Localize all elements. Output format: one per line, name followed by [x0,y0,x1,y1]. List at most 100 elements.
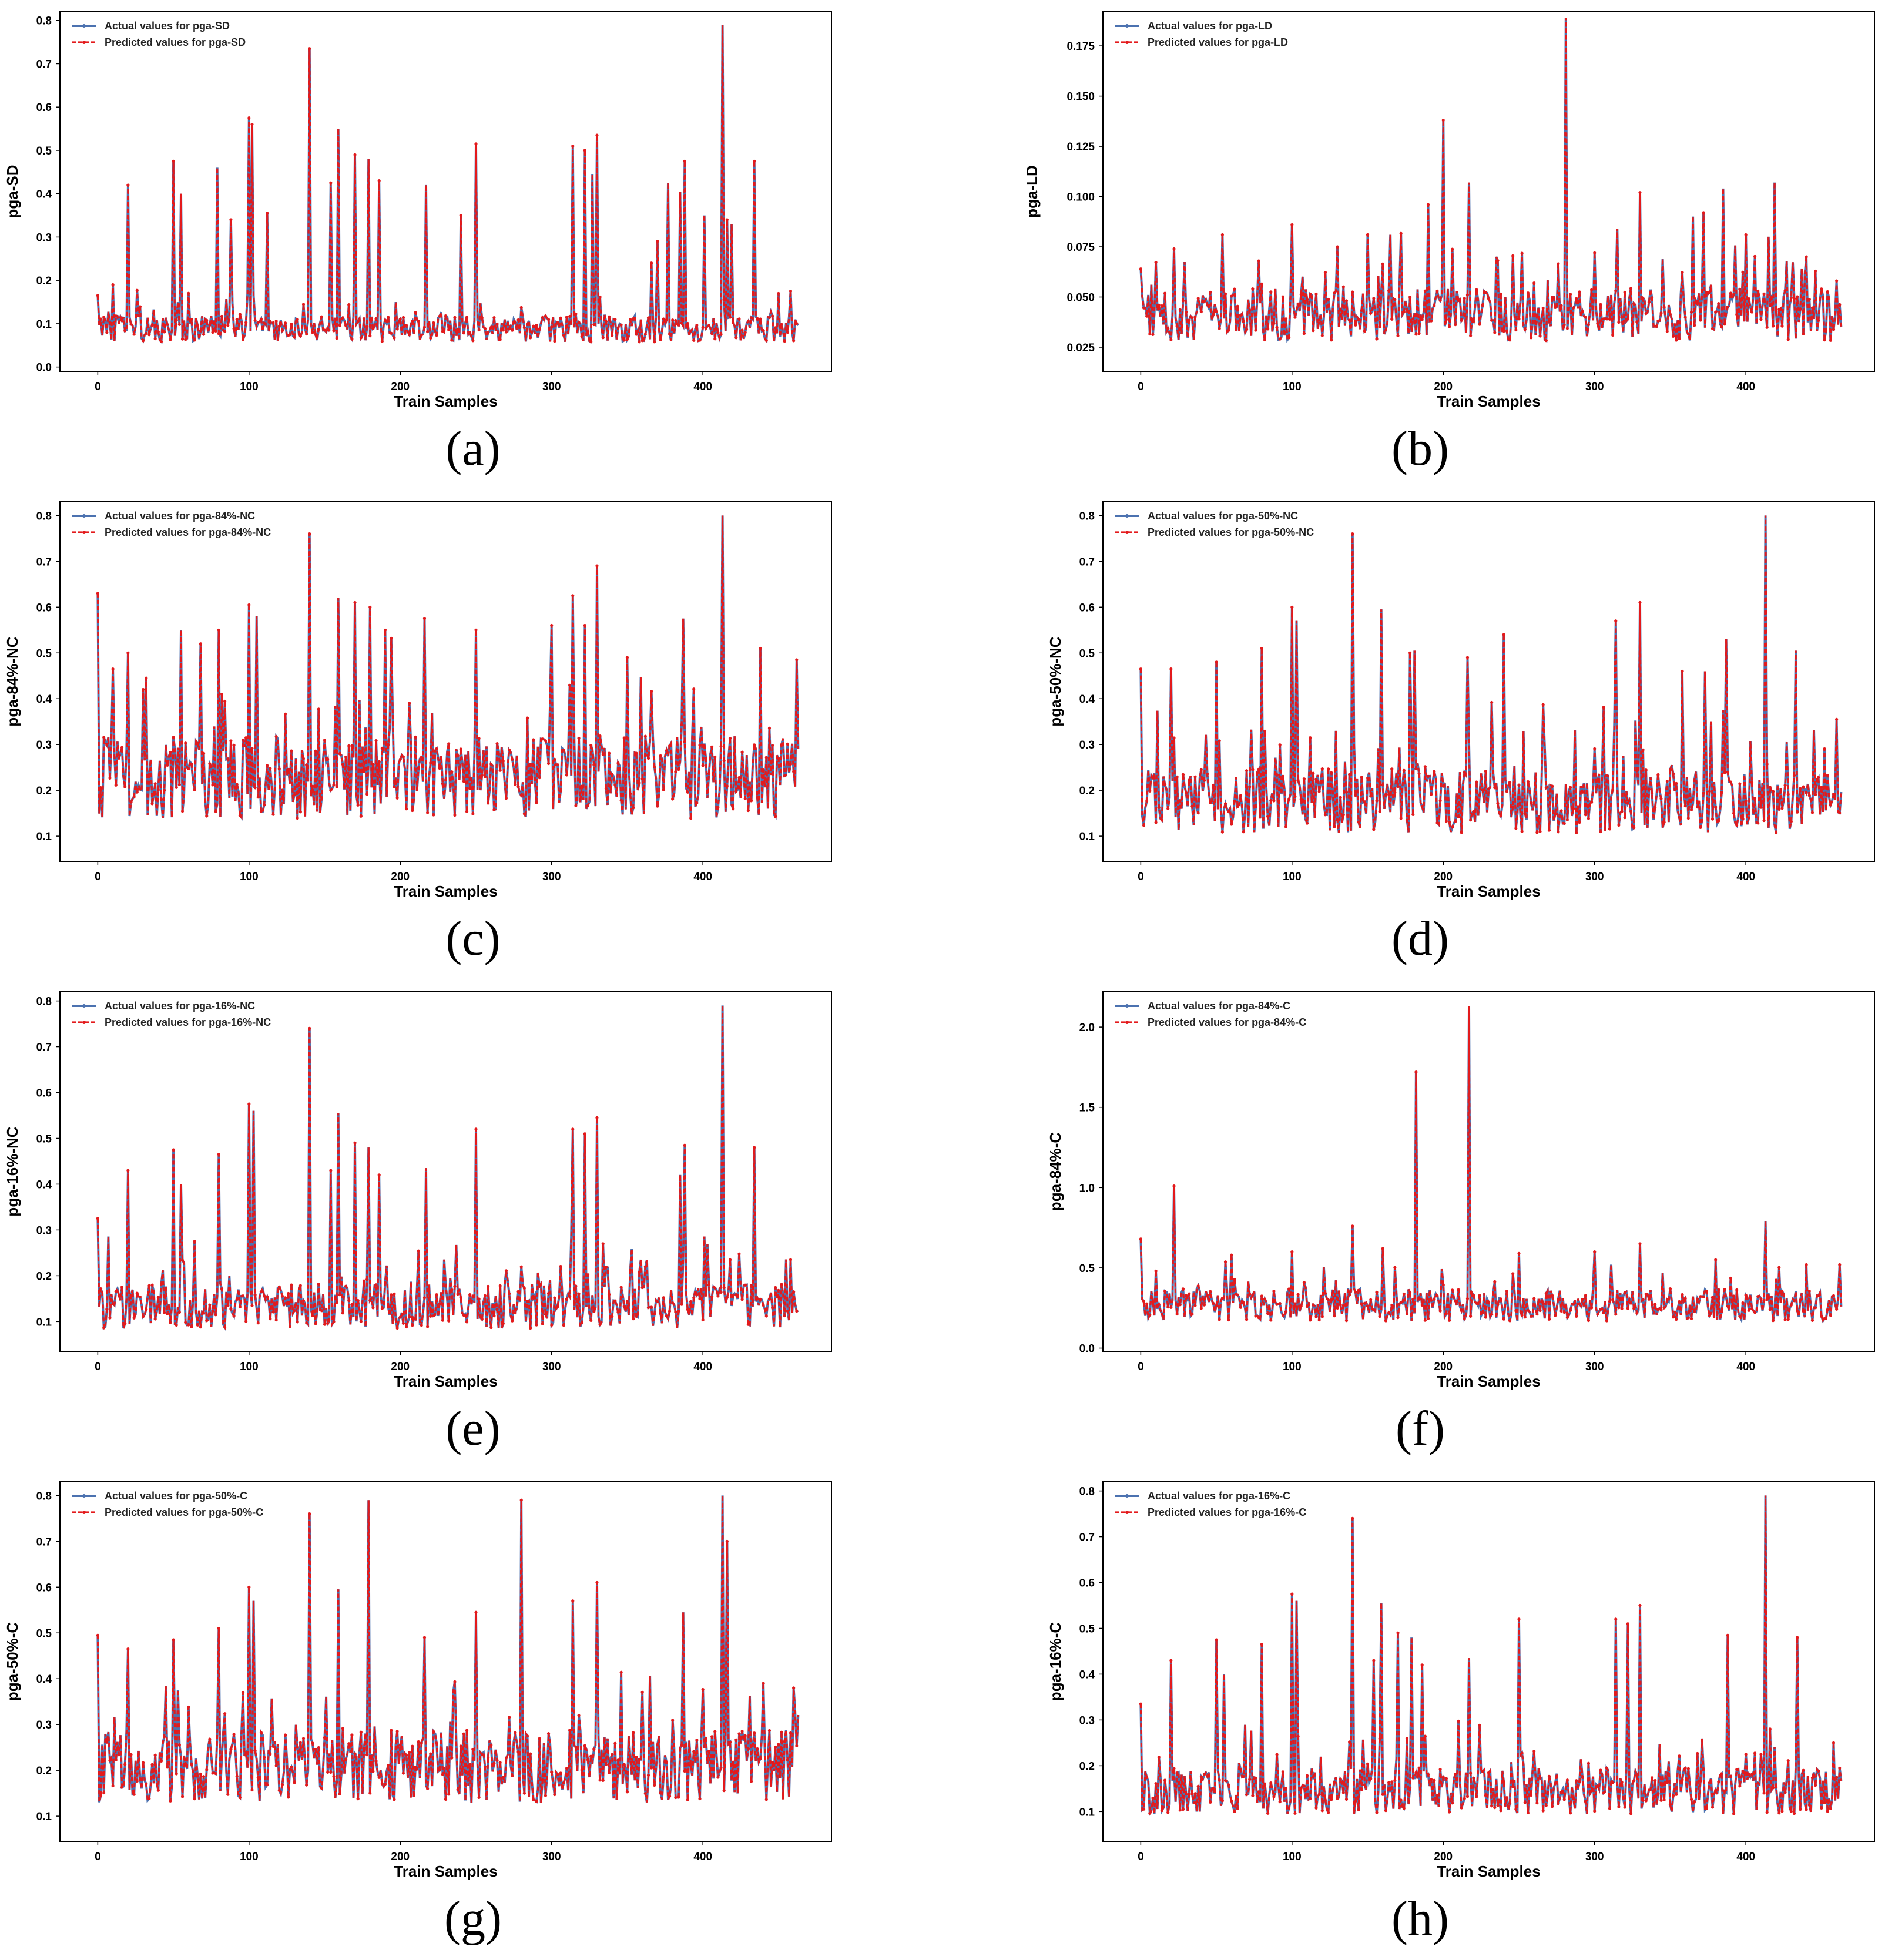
predicted-point [256,1321,260,1325]
predicted-point [1414,767,1418,771]
predicted-point [1753,796,1757,800]
predicted-point [498,768,502,772]
predicted-point [1665,330,1669,333]
predicted-point [138,787,142,791]
predicted-point [740,1730,744,1733]
predicted-point [668,332,672,336]
y-tick-label: 1.5 [1079,1102,1095,1115]
predicted-point [190,1763,193,1766]
predicted-point [172,1148,175,1152]
predicted-point [1145,1302,1149,1305]
predicted-point [1829,338,1832,342]
predicted-point [150,1283,154,1287]
predicted-point [1199,1775,1203,1778]
predicted-point [589,340,593,344]
predicted-point [1172,1767,1176,1770]
predicted-point [1481,1311,1484,1314]
predicted-point [511,328,514,332]
predicted-point [1547,1317,1551,1321]
predicted-point [1193,1792,1197,1795]
predicted-point [1381,1793,1384,1796]
predicted-point [123,1763,127,1766]
predicted-point [737,1732,741,1736]
predicted-point [1817,319,1820,323]
predicted-point [172,736,175,739]
chart-svg-d: 0 100 200 300 4000.10.20.30.40.50.60.70.8Tra… [1047,501,1875,900]
predicted-point [462,1314,465,1317]
predicted-point [1802,1309,1805,1313]
predicted-point [426,811,430,814]
predicted-point [1702,1768,1705,1771]
predicted-point [163,1311,166,1314]
predicted-point [1309,292,1312,296]
predicted-point [516,318,520,322]
predicted-point [117,1294,121,1297]
predicted-point [1447,820,1451,824]
legend-predicted-marker [1125,531,1129,534]
predicted-point [1775,1786,1778,1789]
predicted-point [293,793,296,797]
chart-panel-c: 0 100 200 300 400 0.1 0.2 0.3 0.4 0.5 0.6 0.7 0.8 Tra… [0,490,946,980]
predicted-point [1650,296,1654,300]
predicted-point [511,1319,514,1323]
predicted-point [1384,793,1388,796]
predicted-point [1732,1812,1736,1815]
predicted-point [568,1729,572,1732]
predicted-point [1390,1780,1394,1784]
predicted-point [770,1760,774,1764]
predicted-point [301,757,306,760]
predicted-point [716,331,720,334]
predicted-point [516,1750,520,1754]
predicted-point [795,321,799,325]
predicted-point [1777,1266,1781,1269]
predicted-point [571,1599,575,1603]
predicted-point [1202,778,1206,782]
predicted-point [383,628,387,632]
chart-svg-g: 0 100 200 300 4000.10.20.30.40.50.60.70.8Tra… [4,1481,832,1880]
predicted-point [459,1744,462,1748]
predicted-point [568,1295,572,1298]
predicted-point [1629,287,1633,290]
panel-caption-g: (g) [444,1891,502,1946]
predicted-point [483,327,487,331]
predicted-point [1490,1313,1494,1316]
predicted-point [1575,1779,1578,1783]
predicted-point [1508,1319,1512,1323]
predicted-point [662,788,665,791]
series-predicted-line [96,25,799,344]
predicted-point [749,799,753,803]
predicted-point [743,331,747,334]
predicted-point [1729,780,1733,784]
predicted-point [659,338,662,341]
predicted-point [1538,1308,1542,1313]
predicted-point [583,149,586,152]
predicted-point [1799,1807,1802,1811]
predicted-point [692,1296,696,1300]
predicted-point [722,759,726,763]
predicted-point [1554,1314,1557,1317]
predicted-point [422,325,427,329]
predicted-point [1166,327,1170,330]
predicted-point [1169,1305,1173,1309]
predicted-point [432,1730,435,1733]
predicted-point [1762,292,1766,296]
predicted-point [205,814,209,818]
predicted-point [1172,1184,1176,1188]
predicted-point [529,763,532,766]
predicted-point [598,295,602,299]
predicted-point [1336,818,1339,822]
predicted-point [193,338,196,342]
predicted-point [362,1279,366,1283]
predicted-point [628,1757,632,1761]
predicted-point [138,305,142,308]
predicted-point [1641,748,1645,751]
predicted-point [474,142,478,146]
predicted-point [1786,1759,1790,1763]
predicted-point [1248,1778,1252,1781]
predicted-point [777,291,780,296]
predicted-point [680,1744,683,1747]
predicted-point [514,783,517,786]
predicted-point [377,1173,381,1177]
predicted-point [241,1294,245,1298]
